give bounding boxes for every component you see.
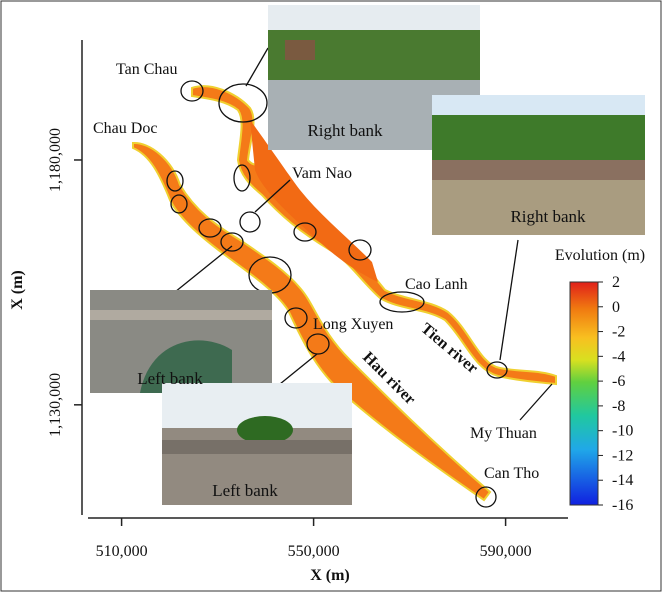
place-label: My Thuan (470, 425, 537, 442)
colorbar-tick-label: -16 (612, 497, 633, 514)
colorbar (569, 281, 599, 506)
place-label: Vam Nao (292, 165, 352, 182)
colorbar-tick-label: -12 (612, 447, 633, 464)
colorbar-tick-label: -2 (612, 324, 625, 341)
photo-bottom (162, 383, 352, 505)
colorbar-tick-label: -10 (612, 423, 633, 440)
y-tick-label: 1,130,000 (47, 373, 64, 437)
place-label: Tan Chau (116, 61, 178, 78)
colorbar-tick-label: -6 (612, 373, 625, 390)
x-tick-label: 550,000 (288, 543, 340, 560)
place-label: Can Tho (484, 465, 539, 482)
colorbar-tick-label: -8 (612, 398, 625, 415)
tien-river-bank (250, 120, 378, 282)
colorbar-tick-label: 0 (612, 299, 620, 316)
colorbar-tick-label: -4 (612, 348, 625, 365)
x-tick-label: 590,000 (480, 543, 532, 560)
x-tick-label: 510,000 (96, 543, 148, 560)
photo-caption: Right bank (510, 207, 586, 226)
y-tick-label: 1,180,000 (47, 128, 64, 192)
photo-left (90, 290, 272, 393)
place-label: Long Xuyen (313, 316, 393, 333)
photo-caption: Right bank (307, 121, 383, 140)
place-label: Cao Lanh (405, 276, 468, 293)
markers (166, 47, 553, 508)
colorbar-tick-label: 2 (612, 274, 620, 291)
photo-right (432, 95, 645, 235)
colorbar-tick-label: -14 (612, 472, 633, 489)
colorbar-title: Evolution (m) (555, 247, 645, 264)
photo-caption: Left bank (137, 369, 203, 388)
hau-river (132, 141, 492, 502)
x-axis-label: X (m) (310, 567, 350, 584)
photo-caption: Left bank (212, 481, 278, 500)
y-axis-label: X (m) (9, 270, 26, 310)
place-label: Chau Doc (93, 120, 157, 137)
